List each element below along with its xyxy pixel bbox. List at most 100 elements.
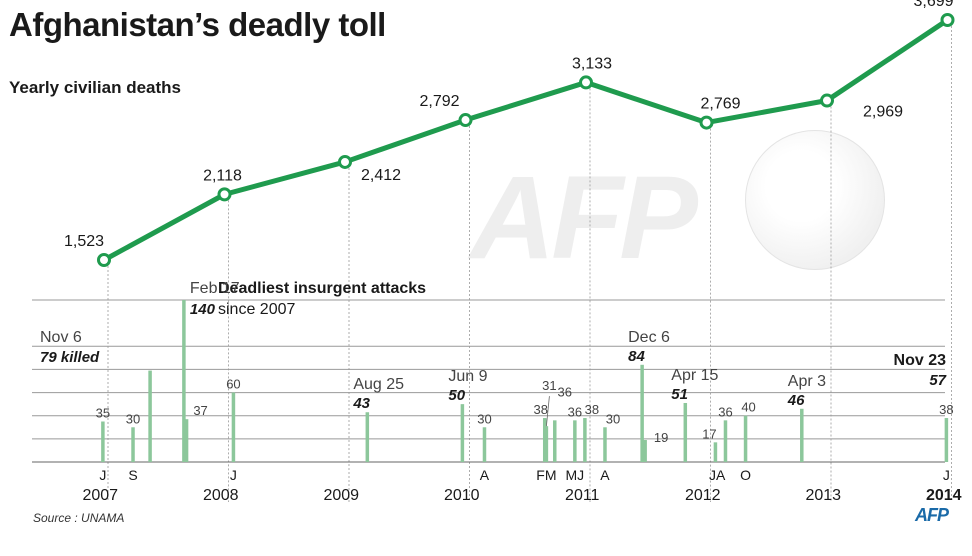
bar [640, 364, 644, 462]
line-point [820, 93, 834, 108]
year-label: 2014 [926, 487, 962, 504]
line-point [217, 187, 232, 202]
bar-value-label: 51 [671, 386, 688, 403]
month-tick-label: J [943, 467, 950, 483]
bar-value-label: 50 [448, 387, 465, 404]
bar [683, 402, 688, 462]
line-value-label: 3,133 [572, 55, 612, 72]
bar-value-label: 38 [939, 402, 953, 417]
bar-value-label: 84 [628, 348, 645, 365]
bar-value-label: 38 [585, 402, 599, 417]
bar-chart-subtitle: since 2007 [218, 301, 295, 318]
bar-value-label: 60 [226, 377, 240, 392]
bar-chart-title: Deadliest insurgent attacks [218, 280, 426, 297]
bar-date-label: Feb 17 [190, 280, 240, 297]
line-point [699, 115, 714, 130]
bar [643, 440, 647, 462]
month-tick-label: S [128, 467, 137, 483]
bar-value-label: 30 [126, 411, 140, 426]
bar [743, 415, 748, 462]
year-label: 2008 [203, 487, 239, 504]
bar [182, 300, 186, 462]
line-value-label: 2,969 [863, 104, 903, 121]
afp-watermark: AFP [470, 152, 698, 284]
bar-value-label: 35 [96, 406, 110, 421]
bar-date-label: Apr 3 [788, 373, 826, 390]
bar-value-label: 30 [477, 411, 491, 426]
line-value-label: 2,792 [419, 93, 459, 110]
month-tick-label: MJ [566, 467, 585, 483]
year-label: 2011 [565, 487, 600, 504]
bar [553, 420, 557, 462]
bar [101, 421, 105, 462]
bar [482, 427, 487, 462]
month-tick-label: J [99, 467, 106, 483]
line-chart-subtitle: Yearly civilian deaths [9, 78, 181, 97]
month-tick-label: O [740, 467, 751, 483]
bar [944, 418, 949, 462]
bar [131, 427, 135, 462]
line-point [458, 113, 473, 128]
bar-value-label: 37 [193, 403, 207, 418]
source-note: Source : UNAMA [33, 511, 125, 525]
bar [603, 427, 607, 462]
bar-value-label: 79 killed [40, 349, 100, 366]
year-label: 2007 [82, 487, 118, 504]
year-label: 2013 [805, 487, 841, 504]
bar [583, 418, 587, 462]
line-point [338, 154, 352, 169]
line-value-label: 3,699 [913, 0, 953, 10]
bar-value-label: 36 [568, 404, 582, 419]
bar-value-label: 17 [702, 426, 716, 441]
bar-leader-line [546, 396, 550, 427]
line-value-label: 2,769 [700, 96, 740, 113]
afp-logo: AFP [915, 505, 949, 525]
bar-value-label: 36 [718, 404, 732, 419]
month-tick-label: A [480, 467, 490, 483]
bar-value-label: 30 [606, 411, 620, 426]
bar [800, 408, 804, 462]
bar [148, 370, 152, 462]
bar-value-label: 43 [352, 395, 370, 412]
bar [544, 426, 549, 462]
bar-date-label: Dec 6 [628, 329, 670, 346]
month-tick-label: JA [709, 467, 726, 483]
bar-value-label: 46 [787, 392, 805, 409]
month-tick-label: J [230, 467, 237, 483]
bar [184, 419, 189, 462]
bar [713, 442, 718, 462]
month-tick-label: FM [536, 467, 556, 483]
bar-value-label: 40 [741, 400, 755, 415]
bar-value-label: 38 [533, 402, 547, 417]
bar [573, 420, 577, 462]
bar-value-label: 36 [558, 384, 572, 399]
bar [460, 404, 465, 462]
line-point [940, 13, 955, 27]
page-title: Afghanistan’s deadly toll [9, 6, 386, 43]
bar [231, 392, 236, 462]
bar-date-label: Jun 9 [448, 368, 487, 385]
month-tick-label: A [600, 467, 610, 483]
bar-date-label: Nov 23 [894, 352, 947, 369]
line-point [97, 253, 111, 267]
line-series [102, 17, 949, 263]
bar-value-label: 57 [929, 372, 946, 389]
line-value-label: 2,412 [361, 167, 401, 184]
line-value-label: 2,118 [203, 167, 242, 184]
globe-watermark-icon [745, 130, 885, 270]
year-label: 2010 [444, 487, 480, 504]
bar-date-label: Apr 15 [671, 367, 718, 384]
year-label: 2012 [685, 487, 721, 504]
bar-date-label: Nov 6 [40, 329, 82, 346]
bar-value-label: 140 [190, 301, 216, 318]
bar [365, 412, 370, 462]
bar-value-label: 31 [542, 378, 556, 393]
bar [723, 420, 728, 462]
line-value-label: 1,523 [64, 233, 104, 250]
year-label: 2009 [323, 487, 359, 504]
line-point [579, 75, 593, 90]
bar-date-label: Aug 25 [353, 376, 404, 393]
bar-value-label: 19 [654, 430, 668, 445]
